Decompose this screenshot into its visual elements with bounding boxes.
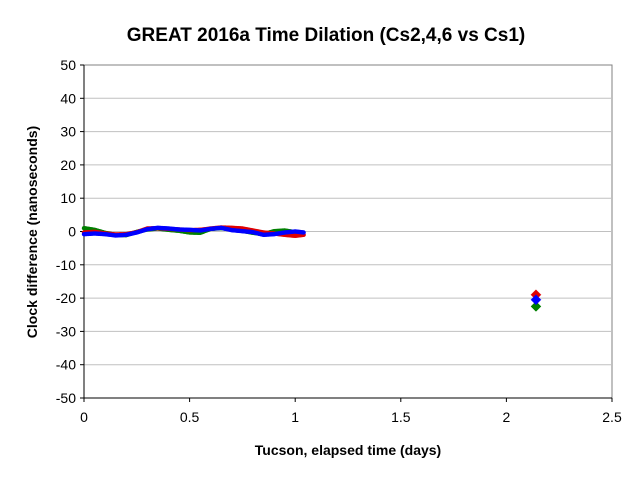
y-axis: -50 -40 -30 -20 -10 0 10 20 30 40 50	[56, 57, 85, 406]
x-tick-label: 2.5	[602, 409, 622, 425]
y-tick-label: 30	[60, 124, 76, 140]
y-tick-label: 40	[60, 90, 76, 106]
chart-title: GREAT 2016a Time Dilation (Cs2,4,6 vs Cs…	[127, 25, 525, 46]
data-points	[81, 225, 542, 312]
y-tick-label: 20	[60, 157, 76, 173]
x-tick-label: 1.5	[391, 409, 411, 425]
x-axis-label: Tucson, elapsed time (days)	[255, 442, 441, 458]
y-tick-label: -30	[56, 323, 76, 339]
y-tick-label: -40	[56, 357, 76, 373]
x-tick-label: 2	[503, 409, 511, 425]
y-axis-label: Clock difference (nanoseconds)	[24, 126, 40, 338]
x-tick-label: 1	[291, 409, 299, 425]
y-tick-label: -10	[56, 257, 76, 273]
gridlines	[84, 97, 612, 366]
x-tick-label: 0.5	[180, 409, 200, 425]
data-point	[301, 230, 306, 235]
y-tick-label: 0	[68, 224, 76, 240]
diamond-marker	[530, 294, 542, 306]
series-2	[81, 225, 306, 238]
diamond-marker	[530, 301, 542, 312]
y-tick-label: 50	[60, 57, 76, 73]
x-tick-label: 0	[80, 409, 88, 425]
y-tick-label: -50	[56, 390, 76, 406]
x-axis: 0 0.5 1 1.5 2 2.5	[80, 397, 622, 425]
y-tick-label: 10	[60, 190, 76, 206]
y-tick-label: -20	[56, 290, 76, 306]
